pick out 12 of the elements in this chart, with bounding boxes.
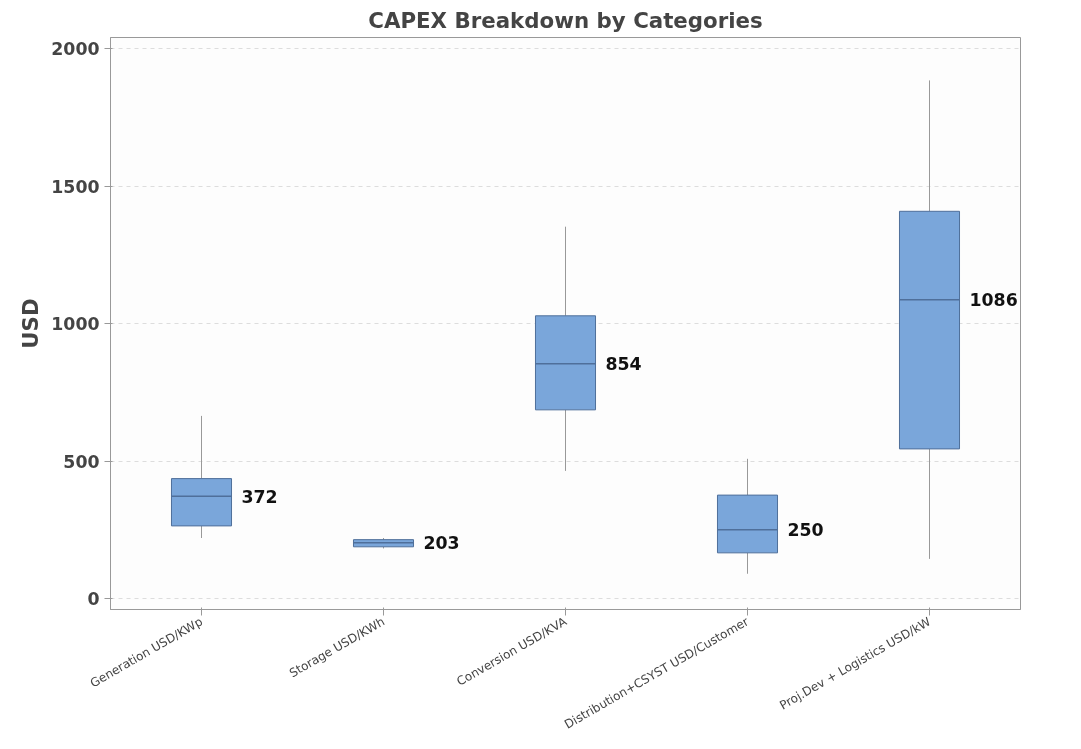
y-tick-label: 0 [87, 589, 100, 609]
text: 250 [787, 520, 824, 541]
y-axis-title: USD [18, 298, 44, 349]
y-tick-label: 500 [63, 451, 100, 472]
text: 372 [241, 486, 278, 507]
text: 203 [423, 533, 460, 554]
y-tick-label: 2000 [51, 39, 100, 59]
text: 1086 [969, 290, 1018, 311]
text: 854 [605, 354, 642, 375]
chart-title: CAPEX Breakdown by Categories [368, 7, 763, 33]
y-tick-label: 1500 [51, 176, 100, 197]
y-tick-label: 1000 [51, 314, 100, 334]
